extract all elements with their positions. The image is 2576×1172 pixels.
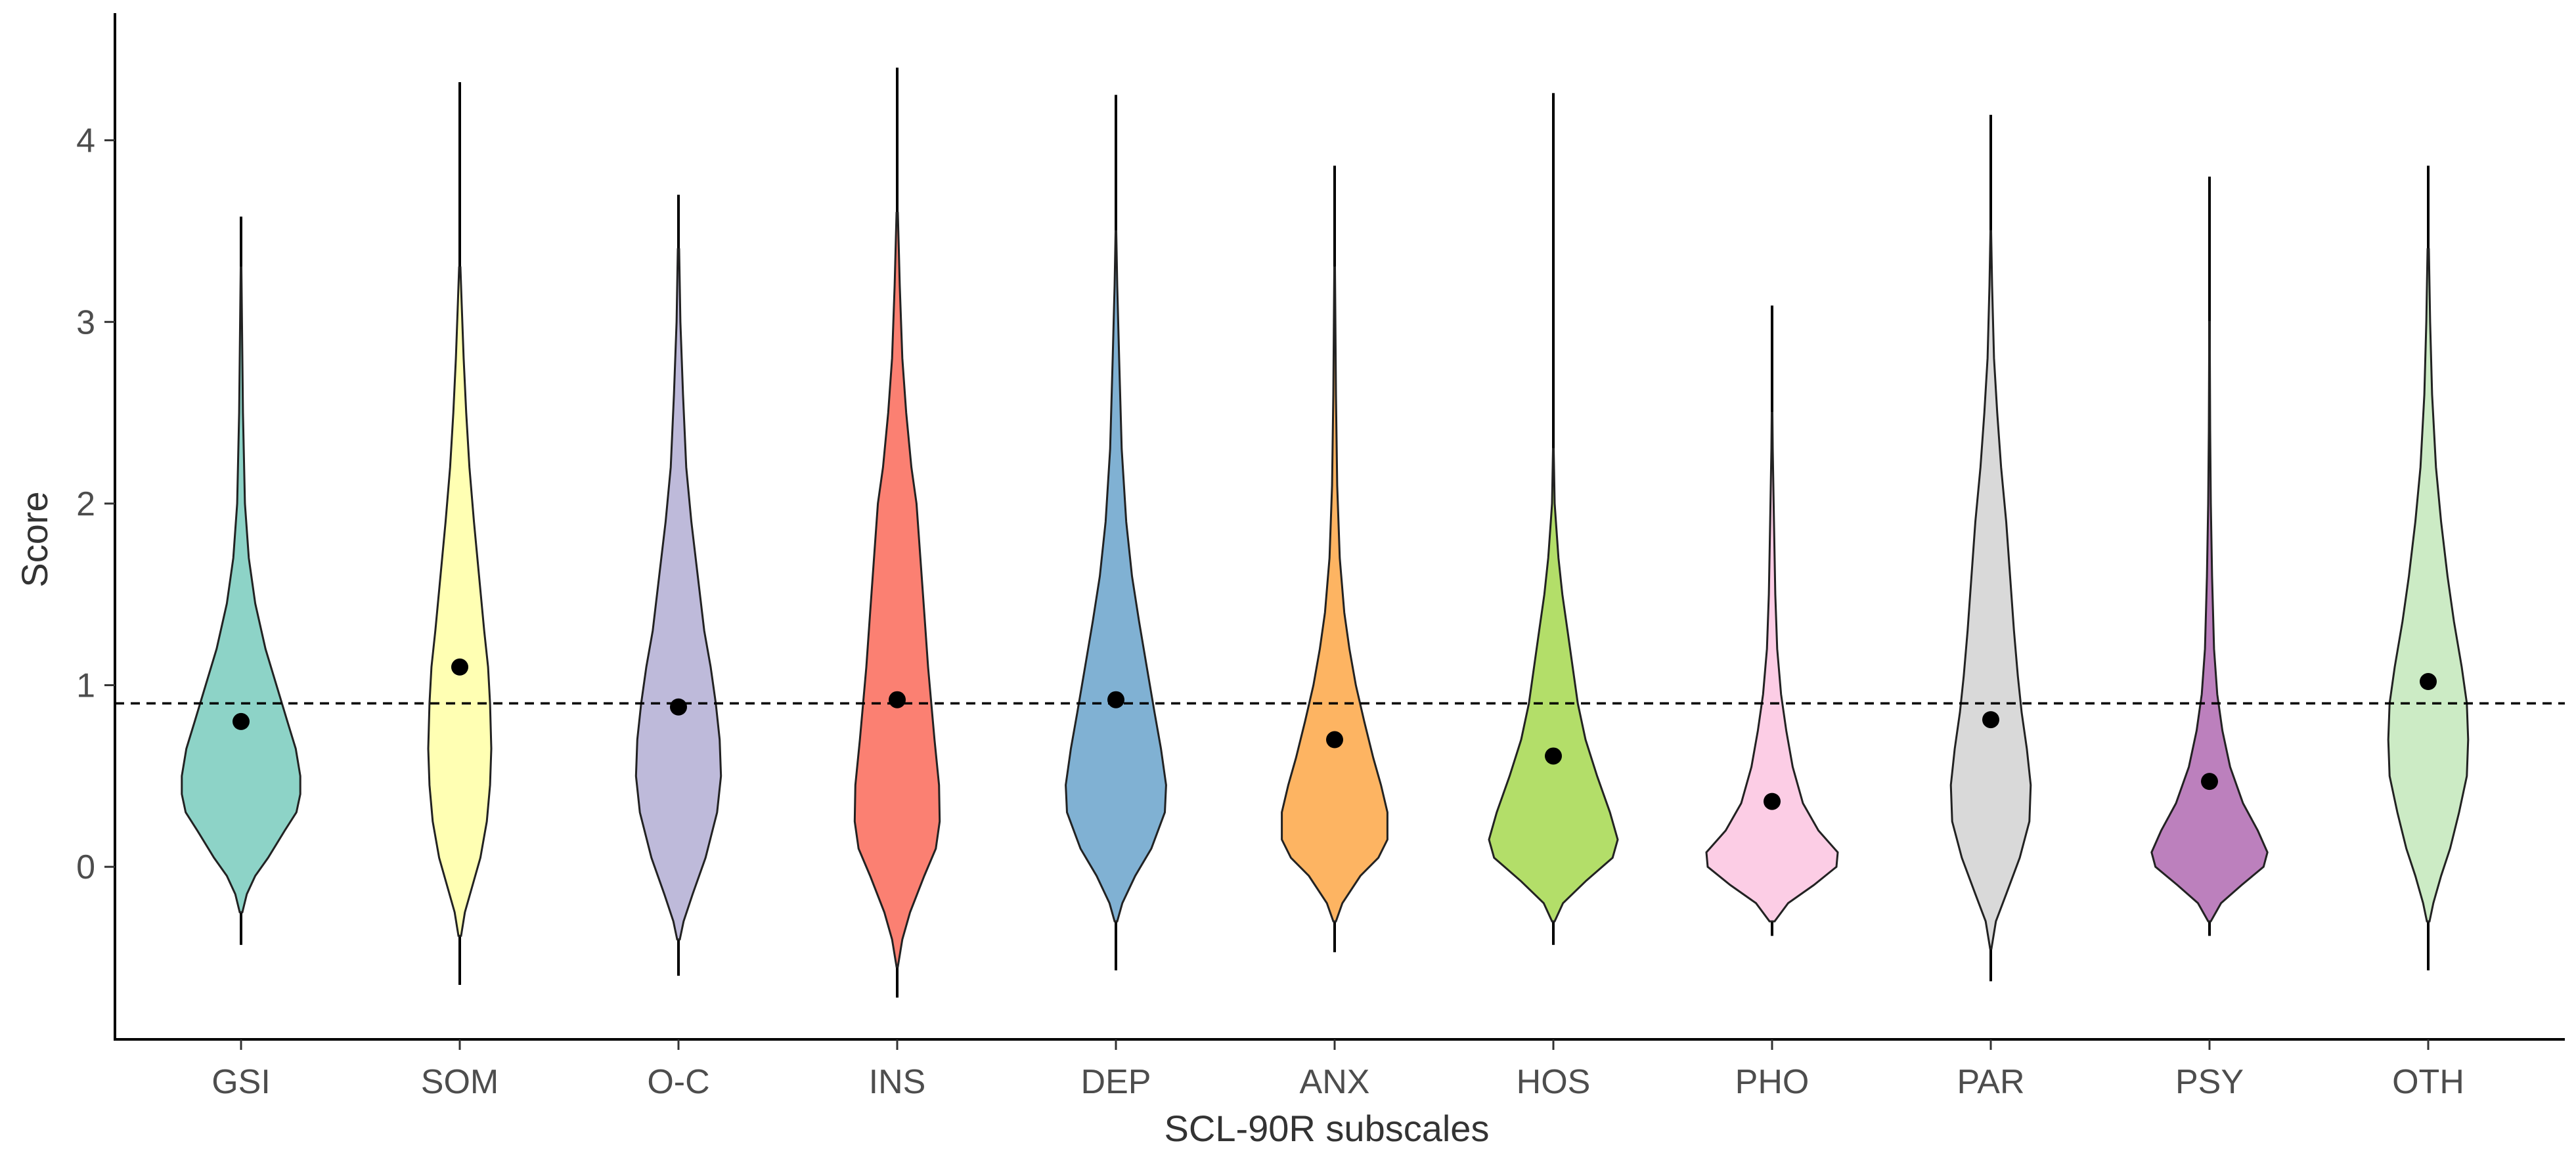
mean-point-oth [2420,673,2437,691]
y-tick-label: 4 [76,122,95,160]
violin-ins [853,211,941,968]
y-axis-ticks: 0 1 2 3 4 [76,122,115,886]
mean-point-ins [889,691,906,708]
violin-dep [1065,230,1167,922]
y-tick-label: 1 [76,667,95,705]
x-tick-label: PAR [1957,1063,2024,1101]
y-tick-label: 0 [76,848,95,886]
x-tick-label: OTH [2392,1063,2464,1101]
violin-anx [1281,266,1388,922]
y-tick-label: 3 [76,303,95,341]
x-tick-label: O-C [647,1063,709,1101]
x-tick-label: SOM [421,1063,499,1101]
x-tick-label: INS [869,1063,926,1101]
violin-layer [181,67,2470,998]
violin-som [427,266,493,937]
mean-point-psy [2201,773,2218,791]
mean-layer [233,658,2437,810]
x-tick-label: PSY [2175,1063,2244,1101]
mean-point-par [1982,711,1999,729]
x-tick-label: GSI [211,1063,271,1101]
y-axis-title: Score [14,491,55,587]
violin-hos [1488,448,1619,922]
mean-point-pho [1764,792,1781,810]
mean-point-o-c [670,698,687,716]
mean-point-dep [1107,691,1124,708]
x-tick-label: ANX [1300,1063,1370,1101]
x-tick-label: DEP [1081,1063,1151,1101]
violin-pho [1705,412,1839,922]
y-tick-label: 2 [76,485,95,523]
violin-gsi [181,266,301,913]
violin-par [1949,230,2032,950]
x-tick-label: HOS [1517,1063,1591,1101]
mean-point-gsi [233,712,250,730]
violin-psy [2150,320,2269,922]
mean-point-som [451,658,468,676]
mean-point-anx [1326,731,1343,749]
violin-oth [2387,248,2470,922]
x-axis-ticks: GSI SOM O-C INS DEP ANX HOS PHO PAR PSY OTH [211,1039,2464,1101]
x-axis-title: SCL-90R subscales [1165,1108,1490,1149]
mean-point-hos [1545,747,1562,765]
x-tick-label: PHO [1735,1063,1810,1101]
violin-o-c [634,248,722,941]
